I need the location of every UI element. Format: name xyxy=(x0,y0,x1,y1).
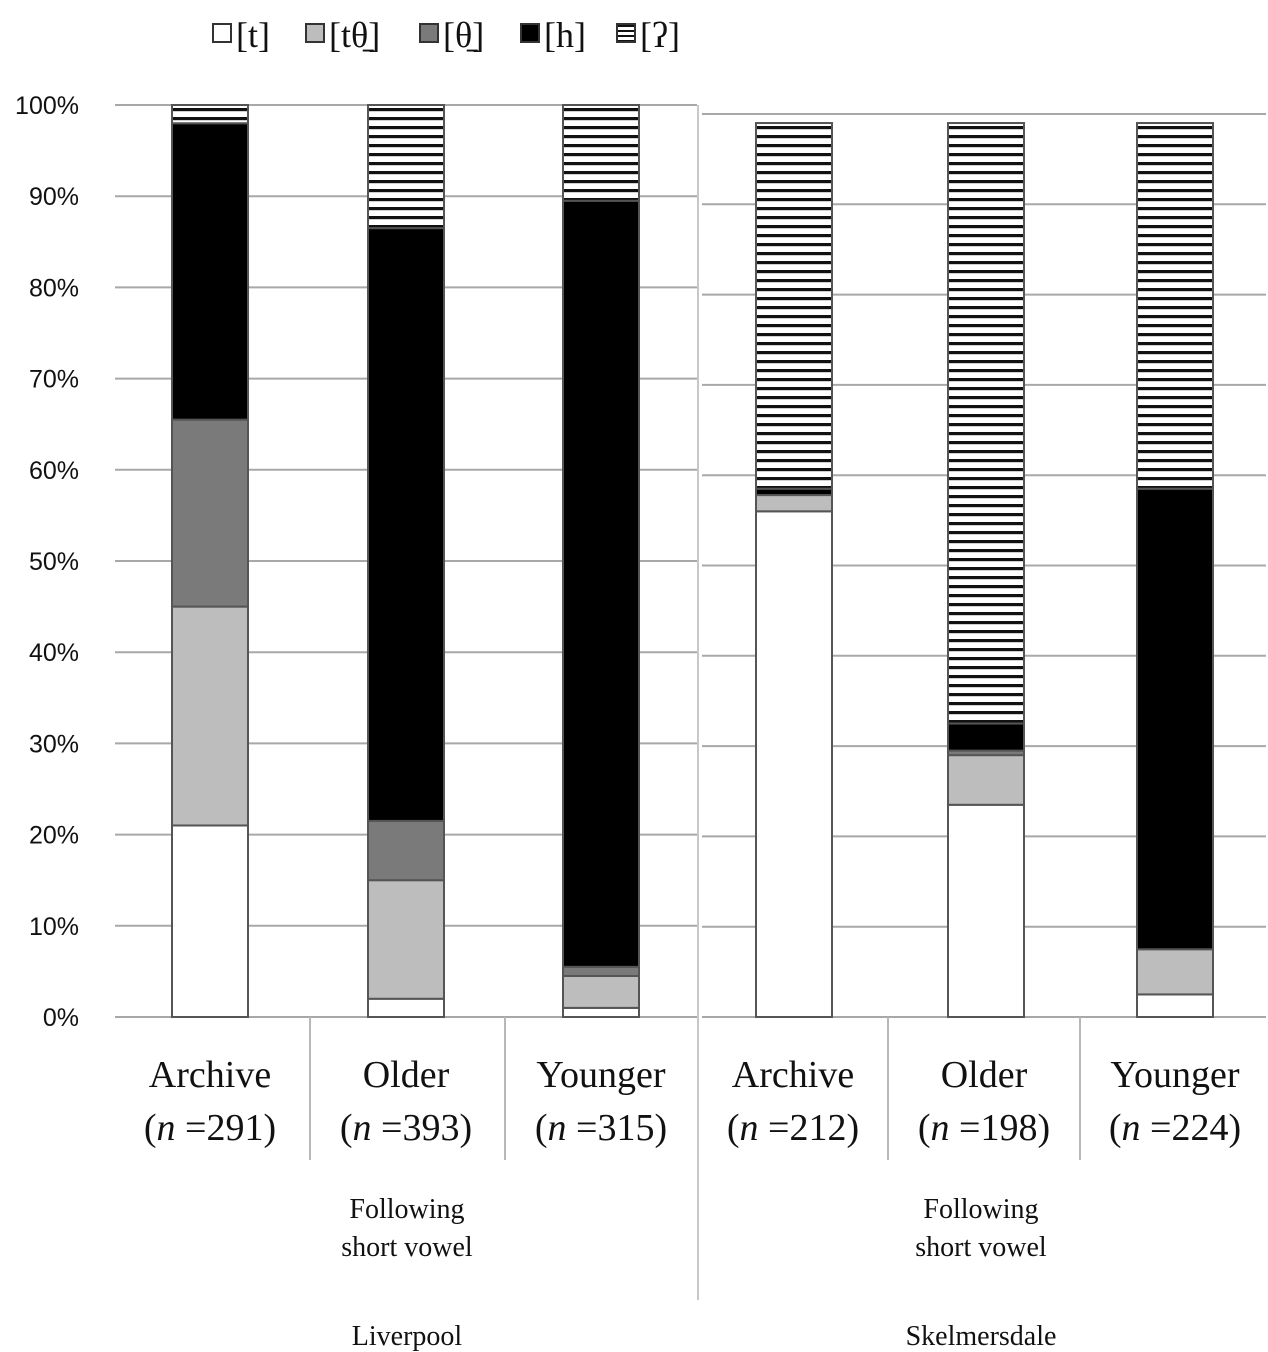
category-n-label: (n =212) xyxy=(727,1107,859,1149)
y-tick-label: 0% xyxy=(43,1004,79,1032)
bar-segment-glottal xyxy=(756,123,832,489)
legend-label-th: [θ̠] xyxy=(443,15,484,55)
bar-segment-tth xyxy=(756,495,832,511)
bar-segment-h xyxy=(563,201,639,967)
bar-segment-t xyxy=(368,999,444,1017)
category-label: Archive xyxy=(149,1054,271,1096)
bar-segment-th xyxy=(368,821,444,880)
y-tick-label: 20% xyxy=(29,822,79,850)
legend-label-t: [t] xyxy=(236,15,270,55)
group-sublabel: short vowel xyxy=(915,1232,1047,1263)
legend-swatch-th xyxy=(420,24,438,42)
bar-segment-h xyxy=(1137,489,1213,950)
y-tick-label: 70% xyxy=(29,366,79,394)
y-tick-label: 10% xyxy=(29,913,79,941)
category-label: Younger xyxy=(1110,1054,1240,1096)
bar-segment-t xyxy=(563,1008,639,1017)
y-tick-label: 100% xyxy=(15,92,79,120)
y-tick-label: 30% xyxy=(29,730,79,758)
bar-segment-glottal xyxy=(172,105,248,123)
legend-label-glottal: [ʔ] xyxy=(640,15,680,55)
bar-segment-th xyxy=(172,420,248,607)
bar-segment-tth xyxy=(563,976,639,1008)
category-n-label: (n =198) xyxy=(918,1107,1050,1149)
group-name: Skelmersdale xyxy=(906,1321,1057,1352)
legend-label-tth: [tθ̠] xyxy=(329,15,380,55)
bar-segment-t xyxy=(172,825,248,1017)
y-tick-label: 60% xyxy=(29,457,79,485)
y-tick-label: 80% xyxy=(29,274,79,302)
category-n-label: (n =393) xyxy=(340,1107,472,1149)
bar-segment-t xyxy=(756,511,832,1017)
category-n-label: (n =224) xyxy=(1109,1107,1241,1149)
bar-segment-t xyxy=(948,805,1024,1017)
legend-swatch-glottal xyxy=(617,24,635,42)
category-n-label: (n =315) xyxy=(535,1107,667,1149)
bar-segment-tth xyxy=(948,755,1024,805)
bar-segment-tth xyxy=(172,607,248,826)
bar-segment-h xyxy=(172,123,248,419)
category-n-label: (n =291) xyxy=(144,1107,276,1149)
bar-segment-tth xyxy=(1137,949,1213,994)
y-axis: 0% 10% 20% 30% 40% 50% 60% 70% 80% 90% 100% xyxy=(15,92,79,1032)
y-tick-label: 90% xyxy=(29,183,79,211)
y-tick-label: 50% xyxy=(29,548,79,576)
group-sublabel: Following xyxy=(923,1194,1038,1225)
legend-swatch-h xyxy=(521,24,539,42)
bar-segment-glottal xyxy=(1137,123,1213,489)
bar-segment-h xyxy=(948,724,1024,751)
bar-segment-glottal xyxy=(948,123,1024,723)
bar-segment-glottal xyxy=(563,105,639,201)
category-label: Archive xyxy=(732,1054,854,1096)
category-labels: Archive (n =291) Older (n =393) Younger (n =3… xyxy=(144,1054,1241,1352)
group-name: Liverpool xyxy=(352,1321,463,1352)
legend-swatch-tth xyxy=(306,24,324,42)
bar-segment-tth xyxy=(368,880,444,999)
category-label: Older xyxy=(941,1054,1028,1096)
bar-segment-h xyxy=(368,228,444,821)
legend-label-h: [h] xyxy=(544,15,586,55)
bar-segment-glottal xyxy=(368,105,444,228)
grid xyxy=(115,105,1266,1300)
group-sublabel: short vowel xyxy=(341,1232,473,1263)
bar-segment-t xyxy=(1137,994,1213,1017)
category-label: Younger xyxy=(536,1054,666,1096)
category-label: Older xyxy=(363,1054,450,1096)
group-sublabel: Following xyxy=(349,1194,464,1225)
legend: [t] [tθ̠] [θ̠] [h] [ʔ] xyxy=(213,15,680,55)
bar-segment-th xyxy=(563,967,639,976)
legend-swatch-t xyxy=(213,24,231,42)
y-tick-label: 40% xyxy=(29,639,79,667)
